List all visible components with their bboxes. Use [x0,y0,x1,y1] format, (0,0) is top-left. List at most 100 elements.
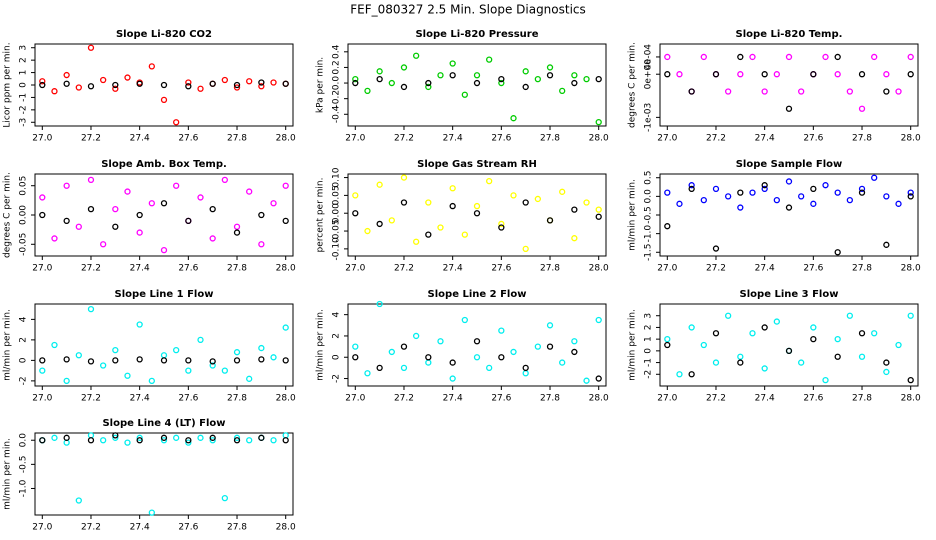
data-point [664,335,671,343]
data-point [112,346,119,354]
y-tick-label: 4 [19,316,29,322]
x-tick-label: 27.8 [852,394,872,404]
data-point [712,71,720,78]
data-point [688,182,695,189]
panel-title: Slope Line 2 Flow [428,289,527,300]
data-point [233,437,241,444]
data-point [834,189,841,196]
data-point [112,81,119,89]
data-point [858,353,866,360]
data-point [112,223,119,230]
data-point [258,241,265,248]
data-point [907,189,914,196]
y-tick-label: 0.4 [332,44,342,59]
data-point [437,224,444,231]
data-point [907,71,914,78]
data-point [595,118,602,126]
x-tick-label: 27.8 [227,394,247,404]
x-tick-label: 27.8 [227,264,247,274]
y-tick-label: 0.0 [332,76,342,91]
data-point [461,91,468,98]
x-tick-label: 27.8 [227,134,247,144]
y-tick-label: -0.5 [644,206,654,224]
data-point [571,338,578,345]
data-point [160,437,168,444]
data-point [376,300,383,308]
data-point [834,353,841,360]
data-point [895,200,902,207]
data-point [39,357,46,364]
data-point [221,494,228,502]
data-point [160,200,168,207]
data-point [352,354,359,361]
x-tick-label: 27.2 [394,394,414,404]
data-point [63,71,70,79]
panel-title: Slope Line 4 (LT) Flow [102,418,225,429]
x-tick-label: 27.6 [803,394,823,404]
data-point [498,220,505,228]
x-tick-label: 28.0 [589,264,609,274]
data-point [136,211,143,219]
panel-title: Slope Sample Flow [736,159,843,170]
data-point [700,53,707,61]
plot-frame [659,43,919,127]
x-tick-label: 27.8 [852,264,872,274]
y-axis-label: ml/min per min. [628,179,638,251]
data-point [559,359,566,366]
y-tick-label: -1.0 [19,479,29,497]
data-point [534,195,541,203]
data-point [270,200,277,207]
data-point [39,437,46,444]
y-tick-label: 0.2 [332,60,342,74]
data-point [185,439,192,446]
data-point [100,362,107,369]
data-point [761,88,768,95]
data-point [148,200,155,207]
data-point [761,365,768,372]
y-tick-label: 0 [332,354,342,360]
data-point [63,217,70,225]
x-tick-label: 27.8 [227,523,247,533]
panel-title: Slope Li-820 CO2 [116,29,212,40]
data-point [486,56,493,63]
data-point [160,81,168,89]
data-point [87,205,95,213]
y-tick-label: -1.0 [644,225,654,243]
data-point [173,119,180,126]
x-tick-label: 27.4 [130,523,150,533]
data-point [498,224,505,231]
data-point [160,352,168,359]
plot-frame [34,303,294,387]
data-point [173,434,180,441]
data-point [352,210,359,217]
x-tick-label: 27.0 [345,134,365,144]
x-tick-label: 27.8 [540,264,560,274]
y-tick-label: 2 [644,325,654,331]
data-point [124,74,131,81]
data-point [700,196,707,204]
data-point [39,367,46,374]
x-tick-label: 28.0 [901,394,921,404]
data-point [376,364,383,372]
data-point [785,178,793,185]
data-point [400,83,408,91]
data-point [197,85,204,92]
data-point [546,343,554,350]
data-point [75,223,82,230]
x-tick-label: 28.0 [589,134,609,144]
data-point [858,189,866,196]
x-tick-label: 27.6 [178,523,198,533]
x-tick-label: 27.4 [443,394,463,404]
data-point [425,199,432,206]
y-tick-label: 0 [19,82,29,88]
data-point [725,312,732,319]
data-point [112,432,119,439]
data-point [486,364,493,372]
data-point [510,115,517,122]
data-point [858,330,866,337]
data-point [258,356,265,363]
data-point [534,343,541,350]
x-tick-label: 27.2 [706,264,726,274]
data-point [425,354,432,361]
x-tick-label: 28.0 [901,134,921,144]
